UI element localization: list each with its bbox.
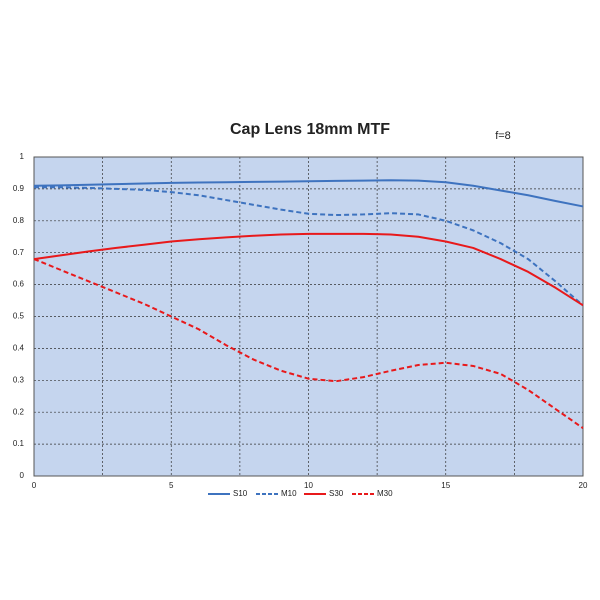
- y-tick-label: 0.5: [13, 312, 25, 321]
- y-tick-label: 0.1: [13, 439, 25, 448]
- x-tick-label: 15: [441, 481, 450, 490]
- series-line: [34, 186, 584, 307]
- legend-label: M10: [281, 489, 297, 498]
- plot-area: [33, 156, 584, 477]
- y-tick-label: 0.8: [13, 216, 25, 225]
- y-tick-label: 0.2: [13, 407, 25, 416]
- y-tick-label: 0.4: [13, 344, 25, 353]
- chart-title: Cap Lens 18mm MTF: [230, 121, 390, 138]
- legend-label: M30: [377, 489, 393, 498]
- x-tick-label: 5: [169, 481, 174, 490]
- x-tick-label: 10: [304, 481, 313, 490]
- y-tick-label: 0.7: [13, 248, 25, 257]
- series-line: [33, 258, 584, 429]
- x-tick-label: 20: [579, 481, 588, 490]
- x-tick-label: 0: [32, 481, 37, 490]
- legend-label: S10: [233, 489, 248, 498]
- series-line: [33, 179, 584, 208]
- series-line: [33, 232, 584, 307]
- plot-frame: [33, 156, 584, 477]
- y-tick-label: 0.6: [13, 280, 25, 289]
- legend-label: S30: [329, 489, 344, 498]
- y-tick-label: 0.3: [13, 375, 25, 384]
- aperture-note: f=8: [495, 130, 511, 142]
- y-tick-label: 0: [20, 471, 25, 480]
- y-tick-label: 1: [20, 152, 25, 161]
- y-tick-label: 0.9: [13, 184, 25, 193]
